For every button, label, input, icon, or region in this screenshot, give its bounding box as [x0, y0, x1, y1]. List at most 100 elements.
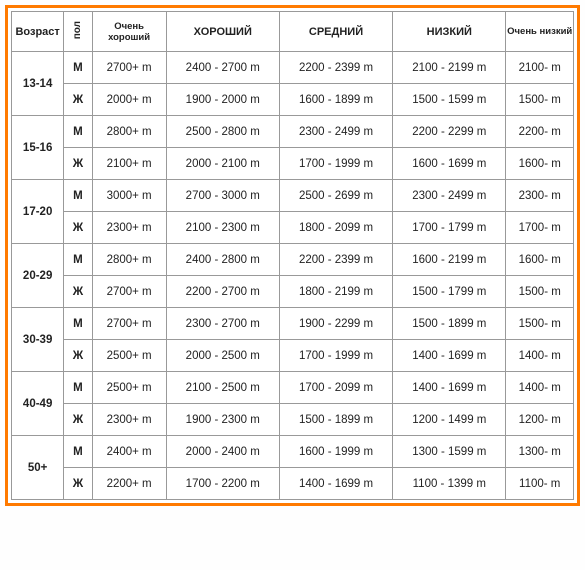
value-cell: 2300 - 2700 m — [166, 308, 279, 340]
value-cell: 1200 - 1499 m — [393, 404, 506, 436]
value-cell: 1800 - 2099 m — [279, 212, 392, 244]
value-cell: 2300- m — [506, 180, 574, 212]
value-cell: 2700+ m — [92, 308, 166, 340]
value-cell: 1500 - 1899 m — [393, 308, 506, 340]
gender-cell: М — [64, 244, 92, 276]
value-cell: 2100 - 2500 m — [166, 372, 279, 404]
value-cell: 1400 - 1699 m — [393, 340, 506, 372]
age-cell: 50+ — [12, 436, 64, 500]
header-gender: пол — [64, 12, 92, 52]
value-cell: 1200- m — [506, 404, 574, 436]
value-cell: 2100 - 2300 m — [166, 212, 279, 244]
table-row: Ж2300+ m1900 - 2300 m1500 - 1899 m1200 -… — [12, 404, 574, 436]
value-cell: 1100 - 1399 m — [393, 468, 506, 500]
table-row: Ж2300+ m2100 - 2300 m1800 - 2099 m1700 -… — [12, 212, 574, 244]
table-row: Ж2500+ m2000 - 2500 m1700 - 1999 m1400 -… — [12, 340, 574, 372]
header-good: ХОРОШИЙ — [166, 12, 279, 52]
value-cell: 1900 - 2300 m — [166, 404, 279, 436]
value-cell: 2000 - 2100 m — [166, 148, 279, 180]
value-cell: 1900 - 2299 m — [279, 308, 392, 340]
header-very-low: Очень низкий — [506, 12, 574, 52]
gender-cell: Ж — [64, 212, 92, 244]
value-cell: 1600 - 2199 m — [393, 244, 506, 276]
table-row: 15-16М2800+ m2500 - 2800 m2300 - 2499 m2… — [12, 116, 574, 148]
value-cell: 2700 - 3000 m — [166, 180, 279, 212]
age-cell: 40-49 — [12, 372, 64, 436]
value-cell: 3000+ m — [92, 180, 166, 212]
fitness-table: Возраст пол Очень хороший ХОРОШИЙ СРЕДНИ… — [11, 11, 574, 500]
value-cell: 1400 - 1699 m — [393, 372, 506, 404]
age-cell: 17-20 — [12, 180, 64, 244]
gender-cell: Ж — [64, 84, 92, 116]
value-cell: 2200 - 2399 m — [279, 52, 392, 84]
value-cell: 1600 - 1899 m — [279, 84, 392, 116]
gender-cell: Ж — [64, 340, 92, 372]
header-low: НИЗКИЙ — [393, 12, 506, 52]
gender-cell: М — [64, 180, 92, 212]
value-cell: 1700- m — [506, 212, 574, 244]
table-row: 13-14М2700+ m2400 - 2700 m2200 - 2399 m2… — [12, 52, 574, 84]
value-cell: 2700+ m — [92, 52, 166, 84]
value-cell: 2300 - 2499 m — [279, 116, 392, 148]
value-cell: 1700 - 2099 m — [279, 372, 392, 404]
gender-cell: Ж — [64, 468, 92, 500]
value-cell: 2100- m — [506, 52, 574, 84]
value-cell: 1500- m — [506, 308, 574, 340]
value-cell: 1100- m — [506, 468, 574, 500]
value-cell: 2300+ m — [92, 212, 166, 244]
value-cell: 1500- m — [506, 276, 574, 308]
value-cell: 2400 - 2700 m — [166, 52, 279, 84]
value-cell: 1500 - 1799 m — [393, 276, 506, 308]
header-row: Возраст пол Очень хороший ХОРОШИЙ СРЕДНИ… — [12, 12, 574, 52]
value-cell: 1700 - 1999 m — [279, 340, 392, 372]
value-cell: 2200- m — [506, 116, 574, 148]
value-cell: 1500 - 1599 m — [393, 84, 506, 116]
value-cell: 1600- m — [506, 148, 574, 180]
header-age: Возраст — [12, 12, 64, 52]
value-cell: 2200+ m — [92, 468, 166, 500]
value-cell: 1500- m — [506, 84, 574, 116]
value-cell: 1600- m — [506, 244, 574, 276]
value-cell: 2300 - 2499 m — [393, 180, 506, 212]
value-cell: 1700 - 1999 m — [279, 148, 392, 180]
value-cell: 1400 - 1699 m — [279, 468, 392, 500]
value-cell: 1900 - 2000 m — [166, 84, 279, 116]
value-cell: 1700 - 2200 m — [166, 468, 279, 500]
gender-cell: Ж — [64, 276, 92, 308]
value-cell: 2000+ m — [92, 84, 166, 116]
gender-cell: Ж — [64, 148, 92, 180]
table-row: 17-20М3000+ m2700 - 3000 m2500 - 2699 m2… — [12, 180, 574, 212]
value-cell: 2500 - 2699 m — [279, 180, 392, 212]
value-cell: 2800+ m — [92, 116, 166, 148]
value-cell: 2400 - 2800 m — [166, 244, 279, 276]
gender-cell: М — [64, 308, 92, 340]
gender-cell: М — [64, 372, 92, 404]
gender-cell: М — [64, 116, 92, 148]
value-cell: 2500+ m — [92, 340, 166, 372]
gender-cell: М — [64, 436, 92, 468]
age-cell: 15-16 — [12, 116, 64, 180]
value-cell: 1700 - 1799 m — [393, 212, 506, 244]
table-row: Ж2100+ m2000 - 2100 m1700 - 1999 m1600 -… — [12, 148, 574, 180]
value-cell: 1400- m — [506, 372, 574, 404]
value-cell: 2500+ m — [92, 372, 166, 404]
value-cell: 2300+ m — [92, 404, 166, 436]
value-cell: 2400+ m — [92, 436, 166, 468]
gender-cell: Ж — [64, 404, 92, 436]
value-cell: 2700+ m — [92, 276, 166, 308]
value-cell: 1800 - 2199 m — [279, 276, 392, 308]
header-very-good: Очень хороший — [92, 12, 166, 52]
value-cell: 2200 - 2399 m — [279, 244, 392, 276]
value-cell: 2200 - 2299 m — [393, 116, 506, 148]
value-cell: 2000 - 2400 m — [166, 436, 279, 468]
header-average: СРЕДНИЙ — [279, 12, 392, 52]
value-cell: 1400- m — [506, 340, 574, 372]
table-container: Возраст пол Очень хороший ХОРОШИЙ СРЕДНИ… — [5, 5, 580, 506]
value-cell: 1300- m — [506, 436, 574, 468]
table-row: 50+М2400+ m2000 - 2400 m1600 - 1999 m130… — [12, 436, 574, 468]
table-row: Ж2200+ m1700 - 2200 m1400 - 1699 m1100 -… — [12, 468, 574, 500]
age-cell: 20-29 — [12, 244, 64, 308]
value-cell: 2100 - 2199 m — [393, 52, 506, 84]
value-cell: 1600 - 1699 m — [393, 148, 506, 180]
value-cell: 1300 - 1599 m — [393, 436, 506, 468]
